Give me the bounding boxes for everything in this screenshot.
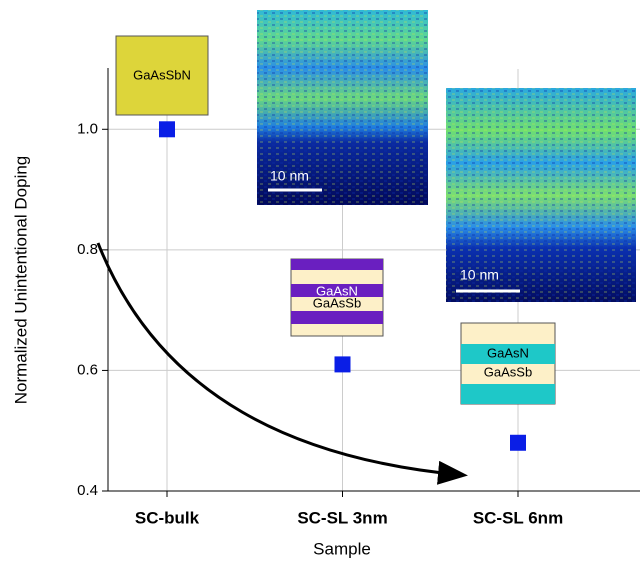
y-tick-label: 1.0 (77, 120, 98, 137)
bulk-schematic: GaAsSbN (115, 35, 209, 116)
x-tick-label: SC-SL 3nm (297, 508, 387, 527)
y-axis-title: Normalized Unintentional Doping (11, 156, 30, 405)
layer-label: GaAsSb (313, 295, 361, 310)
sl3-schematic: GaAsN GaAsSb (290, 258, 384, 337)
marker (510, 434, 526, 451)
x-tick-label: SC-bulk (135, 508, 200, 527)
trend-arrow (96, 242, 468, 485)
layer-label: GaAsN (487, 345, 529, 360)
marker (334, 356, 351, 373)
scale-bar-label: 10 nm (270, 168, 309, 184)
y-tick-label: 0.4 (77, 482, 98, 499)
marker (159, 121, 175, 138)
x-tick-label: SC-SL 6nm (473, 508, 563, 527)
tem-image-3nm: 10 nm (257, 10, 428, 205)
tem-image-6nm: 10 nm (446, 88, 636, 302)
layer-label: GaAsSb (484, 364, 532, 379)
layer-label: GaAsSbN (133, 67, 191, 82)
sl6-schematic: GaAsN GaAsSb (460, 322, 556, 405)
layer-label: GaAsN (316, 283, 358, 298)
y-tick-label: 0.6 (77, 361, 98, 378)
scale-bar-label: 10 nm (460, 267, 499, 283)
x-axis-title: Sample (313, 539, 371, 558)
y-tick-label: 0.8 (77, 241, 98, 258)
